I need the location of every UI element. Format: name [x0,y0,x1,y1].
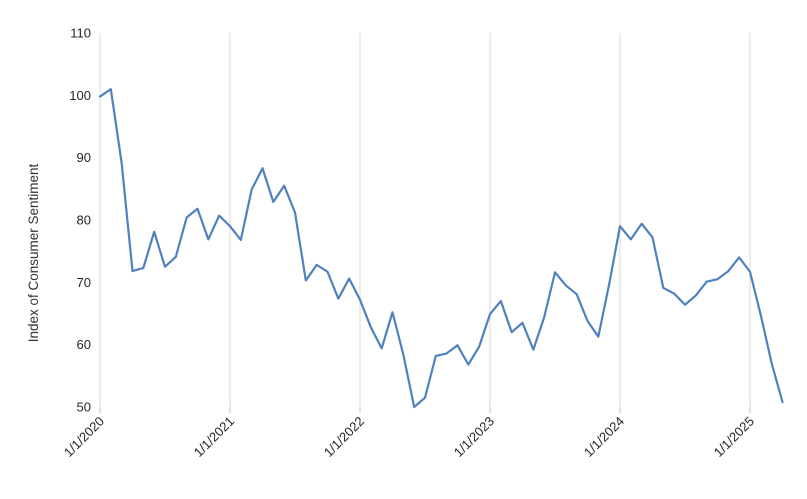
x-axis-tick-labels: 1/1/2020 1/1/2021 1/1/2022 1/1/2023 1/1/2024… [61,414,757,460]
x-tick-label: 1/1/2024 [581,414,627,460]
series-group [98,87,784,409]
y-axis-tick-labels: 110 100 90 80 70 60 50 [69,26,91,415]
y-tick-label: 60 [77,337,91,352]
x-tick-label: 1/1/2020 [61,414,107,460]
y-tick-label: 50 [77,400,91,415]
y-tick-label: 90 [77,150,91,165]
x-tick-label: 1/1/2025 [711,414,757,460]
x-tick-label: 1/1/2022 [321,414,367,460]
y-tick-label: 70 [77,275,91,290]
x-tick-label: 1/1/2021 [191,414,237,460]
y-tick-label: 100 [69,88,91,103]
gridlines [99,33,751,413]
y-tick-label: 110 [70,26,91,41]
y-axis-title: Index of Consumer Sentiment [26,163,41,342]
sentiment-line-series [98,87,784,409]
y-tick-label: 80 [77,213,91,228]
x-tick-label: 1/1/2023 [451,414,497,460]
